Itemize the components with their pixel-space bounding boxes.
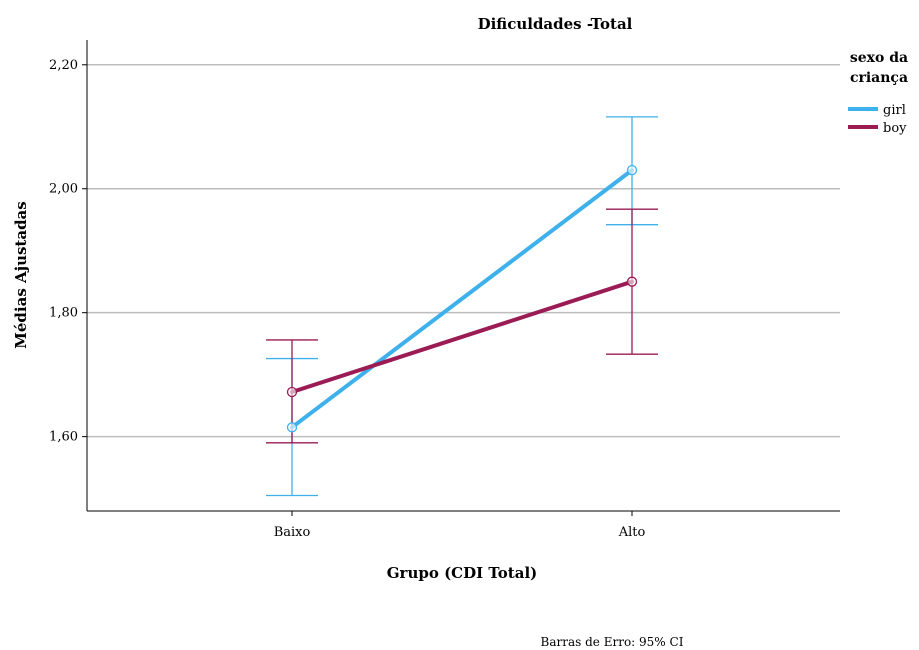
- chart-title: Dificuldades -Total: [478, 15, 633, 33]
- y-tick-label: 2,00: [49, 182, 78, 197]
- data-point-girl: [286, 422, 298, 433]
- data-point-boy: [626, 276, 638, 287]
- legend: sexo da criança girl boy: [848, 50, 908, 136]
- data-point-boy: [286, 386, 298, 398]
- x-ticks: Baixo Alto: [274, 511, 646, 540]
- legend-title-line1: sexo da: [850, 50, 908, 66]
- series-line-girl: [290, 168, 634, 430]
- x-tick-label: Baixo: [274, 525, 311, 540]
- y-tick-label: 2,20: [49, 58, 78, 73]
- y-axis-title: Médias Ajustadas: [12, 201, 30, 348]
- legend-label-boy: boy: [883, 121, 907, 136]
- y-tick-label: 1,60: [49, 430, 78, 445]
- legend-label-girl: girl: [883, 103, 906, 118]
- data-point-girl: [626, 164, 638, 176]
- series-group: [266, 116, 658, 497]
- y-ticks: 1,60 1,80 2,00 2,20: [49, 58, 87, 445]
- legend-items: girl boy: [848, 103, 907, 136]
- y-tick-label: 1,80: [49, 306, 78, 321]
- legend-title-line2: criança: [850, 70, 908, 86]
- error-bars-footnote: Barras de Erro: 95% CI: [541, 635, 684, 649]
- x-axis-title: Grupo (CDI Total): [387, 564, 538, 582]
- gridlines: [87, 64, 840, 438]
- x-tick-label: Alto: [618, 525, 646, 540]
- series-line-boy: [290, 279, 634, 395]
